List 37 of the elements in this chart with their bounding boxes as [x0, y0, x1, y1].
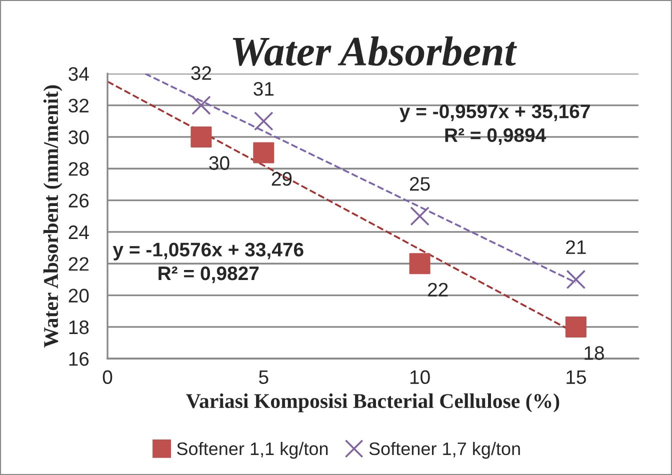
point — [190, 126, 212, 148]
y-axis-title: Water Absorbent (mm/menit) — [43, 85, 62, 348]
data-label: 31 — [254, 82, 274, 96]
x-tick-label: 5 — [259, 370, 268, 384]
y-tick-label: 16 — [69, 352, 89, 366]
data-label: 22 — [428, 282, 448, 296]
x-tick-label: 10 — [410, 370, 430, 384]
legend-label: Softener 1,7 kg/ton — [369, 442, 520, 459]
x-tick-label: 15 — [566, 370, 586, 384]
data-label: 32 — [191, 66, 212, 80]
data-label: 21 — [566, 240, 586, 254]
point — [192, 96, 211, 115]
point — [253, 142, 274, 164]
y-tick-label: 34 — [68, 67, 89, 81]
x-axis-title: Variasi Komposisi Bacterial Cellulose (%) — [186, 393, 560, 412]
data-label: 29 — [272, 172, 292, 186]
y-tick-label: 18 — [69, 320, 89, 334]
y-tick-label: 30 — [68, 130, 89, 144]
y-tick-label: 20 — [68, 288, 89, 303]
data-label: 25 — [410, 177, 430, 191]
y-tick-label: 32 — [68, 98, 88, 113]
point — [410, 206, 430, 226]
point — [566, 270, 586, 290]
point — [409, 253, 430, 274]
y-tick-label: 26 — [68, 194, 89, 208]
y-tick-label: 28 — [68, 162, 89, 176]
annotation: y = -0,9597x + 35,167 R² = 0,9894 — [400, 104, 590, 145]
x-tick-label: 0 — [102, 370, 112, 384]
y-tick-label: 24 — [68, 225, 89, 240]
legend-label: Softener 1,1 kg/ton — [177, 442, 328, 459]
annotation: y = -1,0576x + 33,476 R² = 0,9827 — [112, 242, 304, 284]
y-tick-label: 22 — [68, 257, 88, 271]
point — [254, 111, 274, 131]
data-label: 30 — [209, 156, 230, 170]
chart-title: Water Absorbent — [232, 36, 517, 66]
point — [565, 316, 586, 338]
data-label: 18 — [584, 346, 604, 360]
